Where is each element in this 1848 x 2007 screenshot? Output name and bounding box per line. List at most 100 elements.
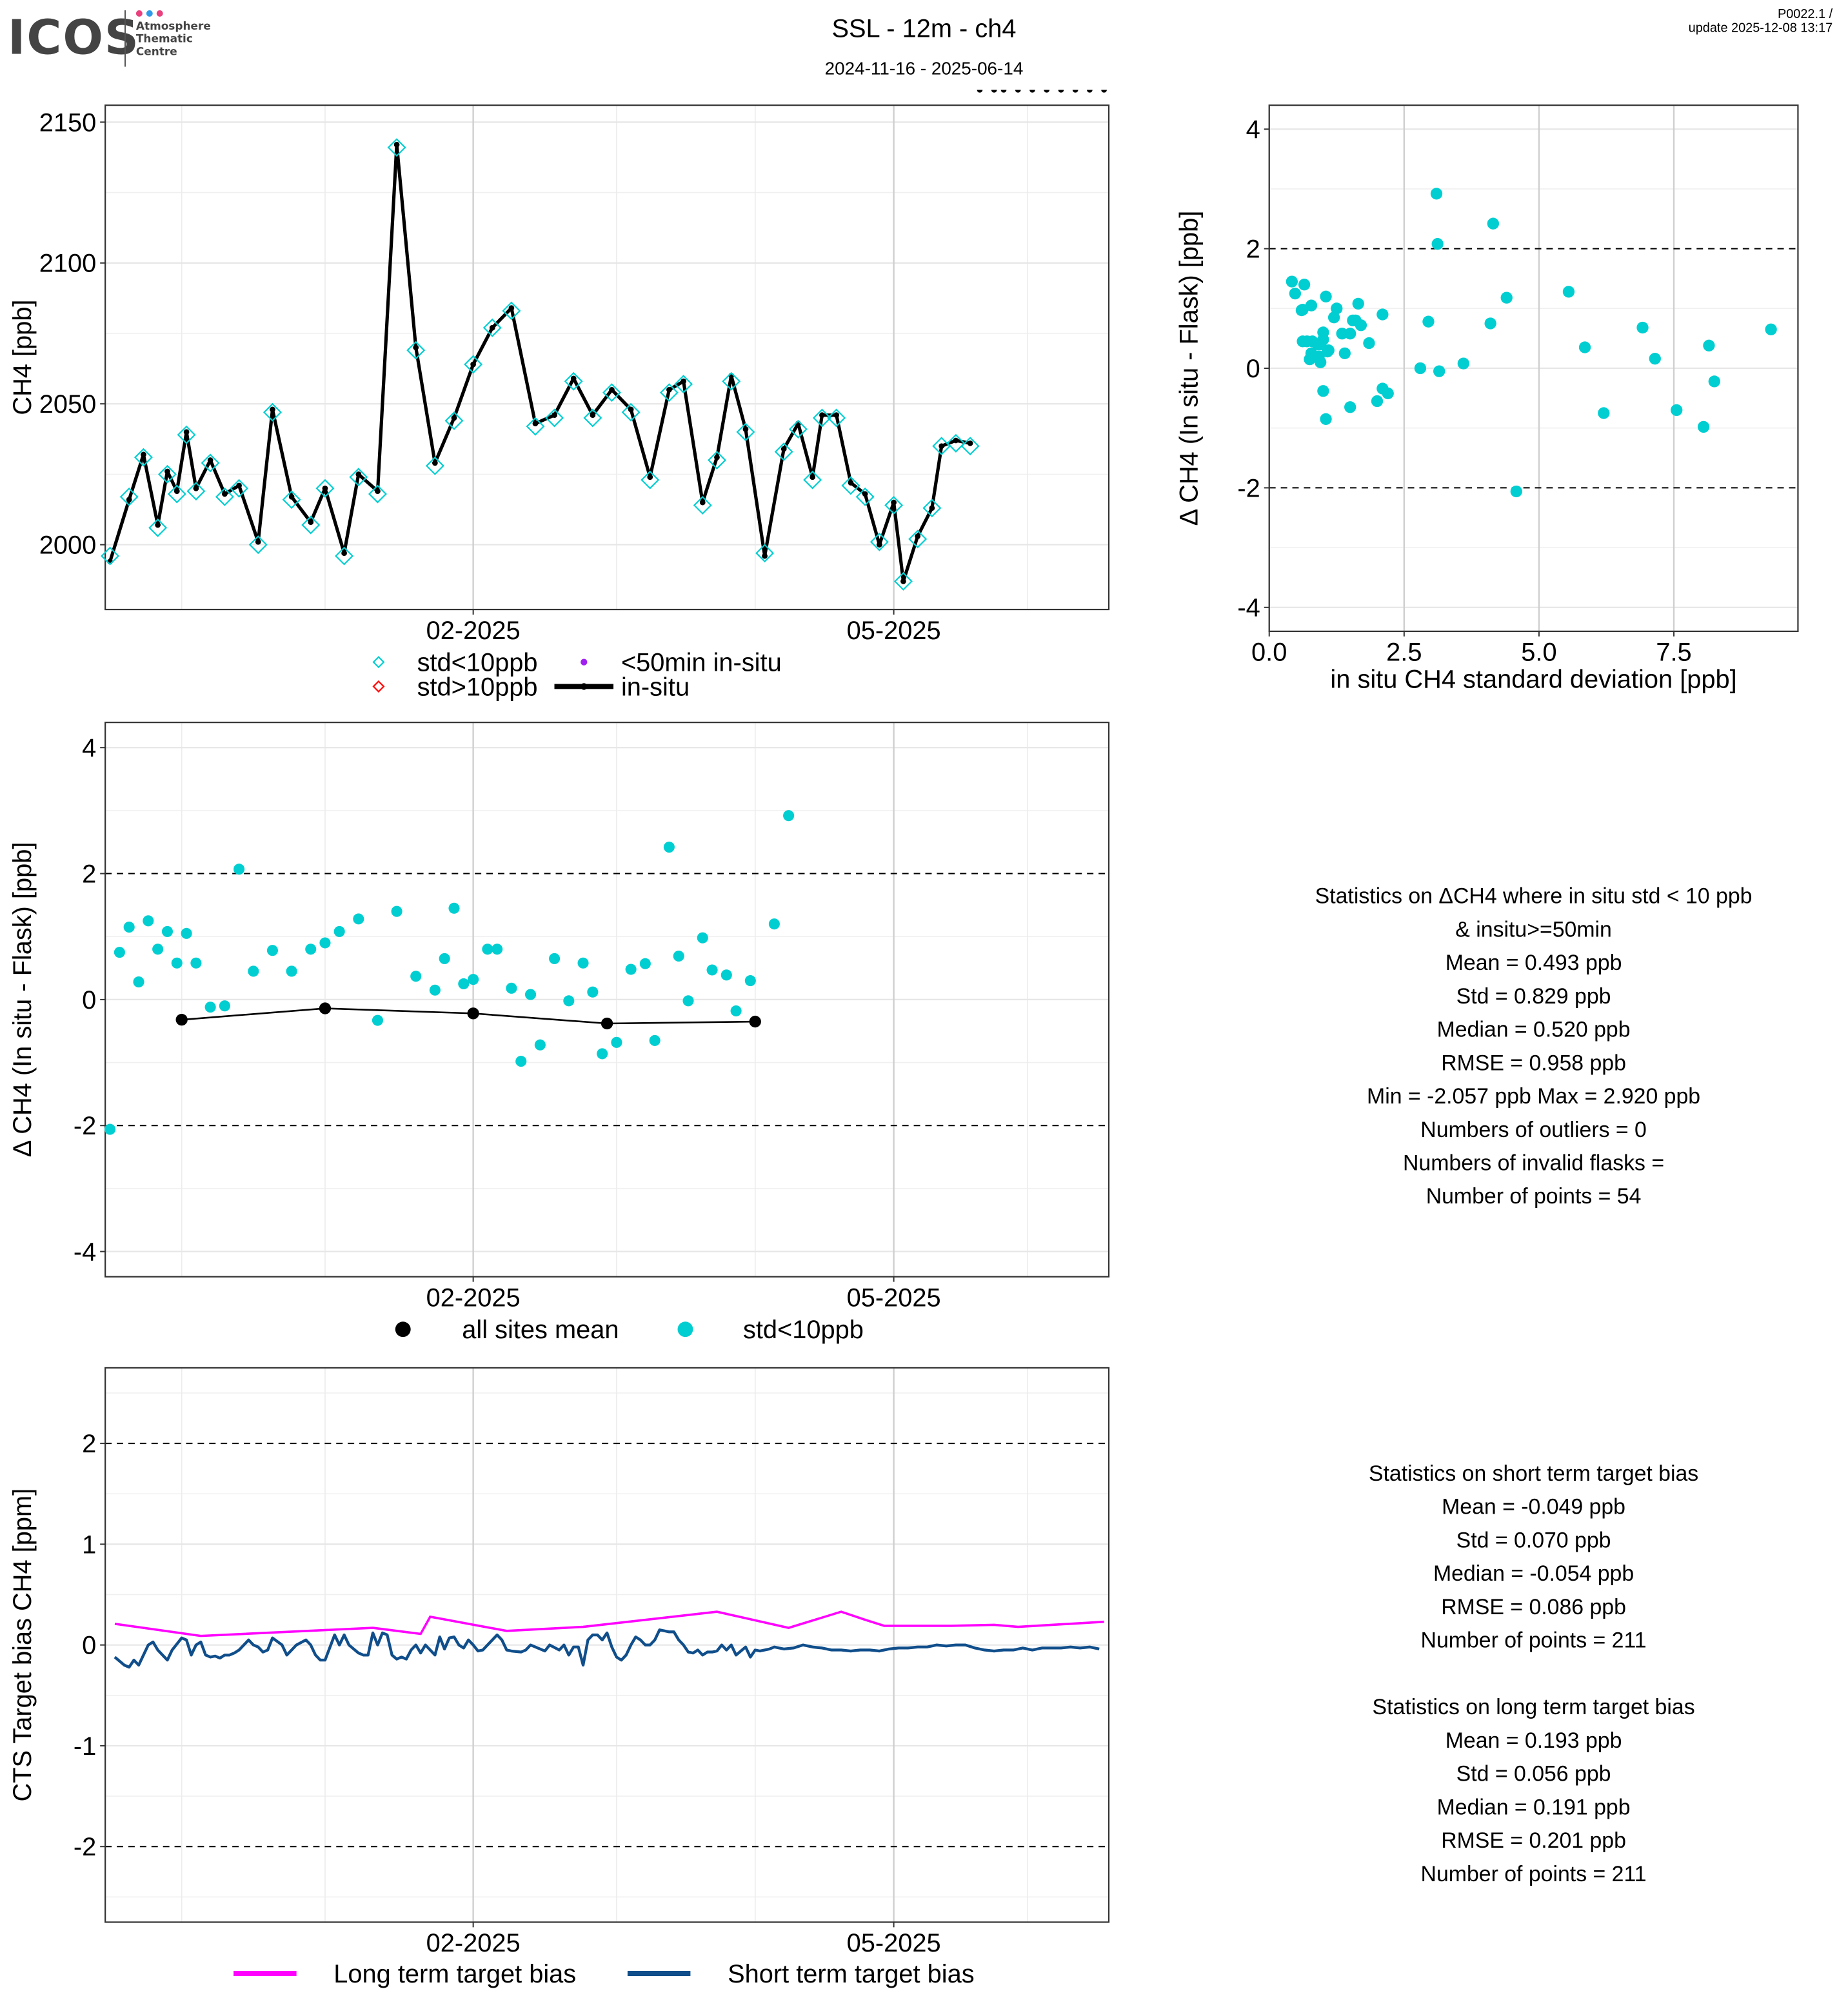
delta-point [171, 957, 183, 969]
flask-diamond [564, 371, 583, 391]
flask-diamond [774, 442, 793, 461]
in-situ-point [126, 497, 132, 503]
flask-diamond [215, 487, 234, 506]
legend-diamond-icon [372, 656, 385, 669]
delta-vs-std-scatter-chart: -4 -2 0 2 4 0.0 2.5 5.0 7.5 Δ CH4 (In situ - Flas… [1175, 104, 1799, 693]
logo-dots-icon [135, 10, 163, 17]
in-situ-point [742, 426, 749, 432]
scatter-point [1708, 375, 1720, 388]
flask-diamond [641, 470, 660, 489]
scatter-point [1703, 339, 1715, 351]
delta-point [577, 957, 589, 969]
scatter-point [1376, 308, 1389, 321]
in-situ-point [1044, 90, 1050, 93]
y-tick-label: 2 [1246, 235, 1260, 264]
delta-point [161, 925, 174, 937]
flask-diamond [425, 456, 444, 475]
delta-point [783, 810, 795, 822]
scatter-point [1289, 287, 1302, 300]
flask-diamond [803, 470, 822, 489]
in-situ-point [570, 375, 577, 382]
delta-point [266, 945, 279, 956]
scatter-point [1344, 401, 1356, 413]
flask-diamond [335, 546, 354, 566]
flask-diamond [841, 476, 860, 495]
delta-point [152, 944, 164, 955]
flask-diamond [368, 484, 387, 504]
flask-diamond [583, 408, 602, 428]
in-situ-point [551, 412, 557, 419]
logo-dot [135, 10, 143, 17]
y-tick-label: -2 [1237, 474, 1260, 502]
in-situ-point [953, 437, 959, 444]
flask-diamond [526, 417, 545, 436]
legend-dot-icon [677, 1321, 693, 1338]
delta-point [133, 976, 144, 988]
flask-diamond [177, 425, 196, 444]
in-situ-point [489, 324, 495, 331]
in-situ-point [915, 533, 921, 539]
delta-point [248, 965, 259, 977]
logo-dot [146, 10, 153, 17]
in-situ-point [1101, 90, 1107, 93]
in-situ-point [270, 406, 275, 413]
in-situ-point [183, 429, 190, 435]
plot-border [1268, 104, 1799, 632]
scatter-point [1297, 304, 1309, 316]
y-tick-label: 2100 [39, 250, 97, 278]
flask-diamond [545, 408, 564, 428]
in-situ-point [375, 488, 381, 494]
legend-label: std>10ppb [417, 673, 538, 701]
scatter-point [1338, 347, 1351, 359]
scatter-point [1510, 485, 1522, 498]
stat-line: Median = -0.054 ppb [1433, 1561, 1634, 1587]
scatter-point [1298, 279, 1311, 291]
y-tick-label: -2 [74, 1833, 96, 1861]
stat-line: Statistics on short term target bias [1368, 1461, 1699, 1486]
delta-point [372, 1014, 384, 1026]
delta-point [682, 995, 694, 1007]
flask-diamond [755, 544, 775, 563]
flask-diamond [621, 402, 641, 422]
delta-point [429, 984, 441, 996]
scatter-point [1578, 341, 1591, 353]
flask-diamond [893, 571, 913, 591]
flask-diamond [444, 411, 464, 430]
delta-point [104, 1123, 116, 1135]
stat-line: Mean = 0.493 ppb [1445, 951, 1622, 976]
y-tick-label: -1 [74, 1732, 96, 1761]
flask-diamond [722, 371, 741, 391]
flask-diamond [827, 408, 846, 428]
flask-diamond [788, 420, 808, 439]
flask-diamond [167, 484, 186, 504]
in-situ-point [1087, 90, 1093, 93]
flask-diamond [230, 479, 249, 498]
stat-line: Median = 0.191 ppb [1436, 1795, 1631, 1820]
legend-dot-icon [395, 1321, 411, 1338]
in-situ-point [341, 550, 347, 557]
delta-point [114, 947, 125, 958]
delta-point [597, 1048, 608, 1060]
logo-divider [124, 10, 126, 67]
y-tick-label: 4 [1246, 115, 1260, 144]
delta-point [219, 1000, 230, 1012]
icos-logo-text: ICOS [7, 10, 140, 66]
in-situ-point [288, 493, 295, 500]
flask-diamond [201, 453, 220, 473]
delta-point [319, 937, 331, 949]
all-sites-mean-point [319, 1002, 332, 1014]
stat-line: Number of points = 211 [1420, 1628, 1647, 1653]
delta-point [286, 965, 297, 977]
scatter-point [1500, 292, 1513, 304]
stat-line: Median = 0.520 ppb [1436, 1017, 1631, 1042]
scatter-point [1352, 297, 1364, 310]
scatter-point [1317, 333, 1329, 346]
all-sites-mean-point [467, 1007, 479, 1020]
delta-point [639, 958, 651, 969]
delta-point [448, 902, 460, 914]
delta-point [744, 975, 756, 987]
scatter-point [1315, 356, 1327, 368]
delta-point [190, 957, 202, 969]
flask-diamond [148, 518, 168, 537]
